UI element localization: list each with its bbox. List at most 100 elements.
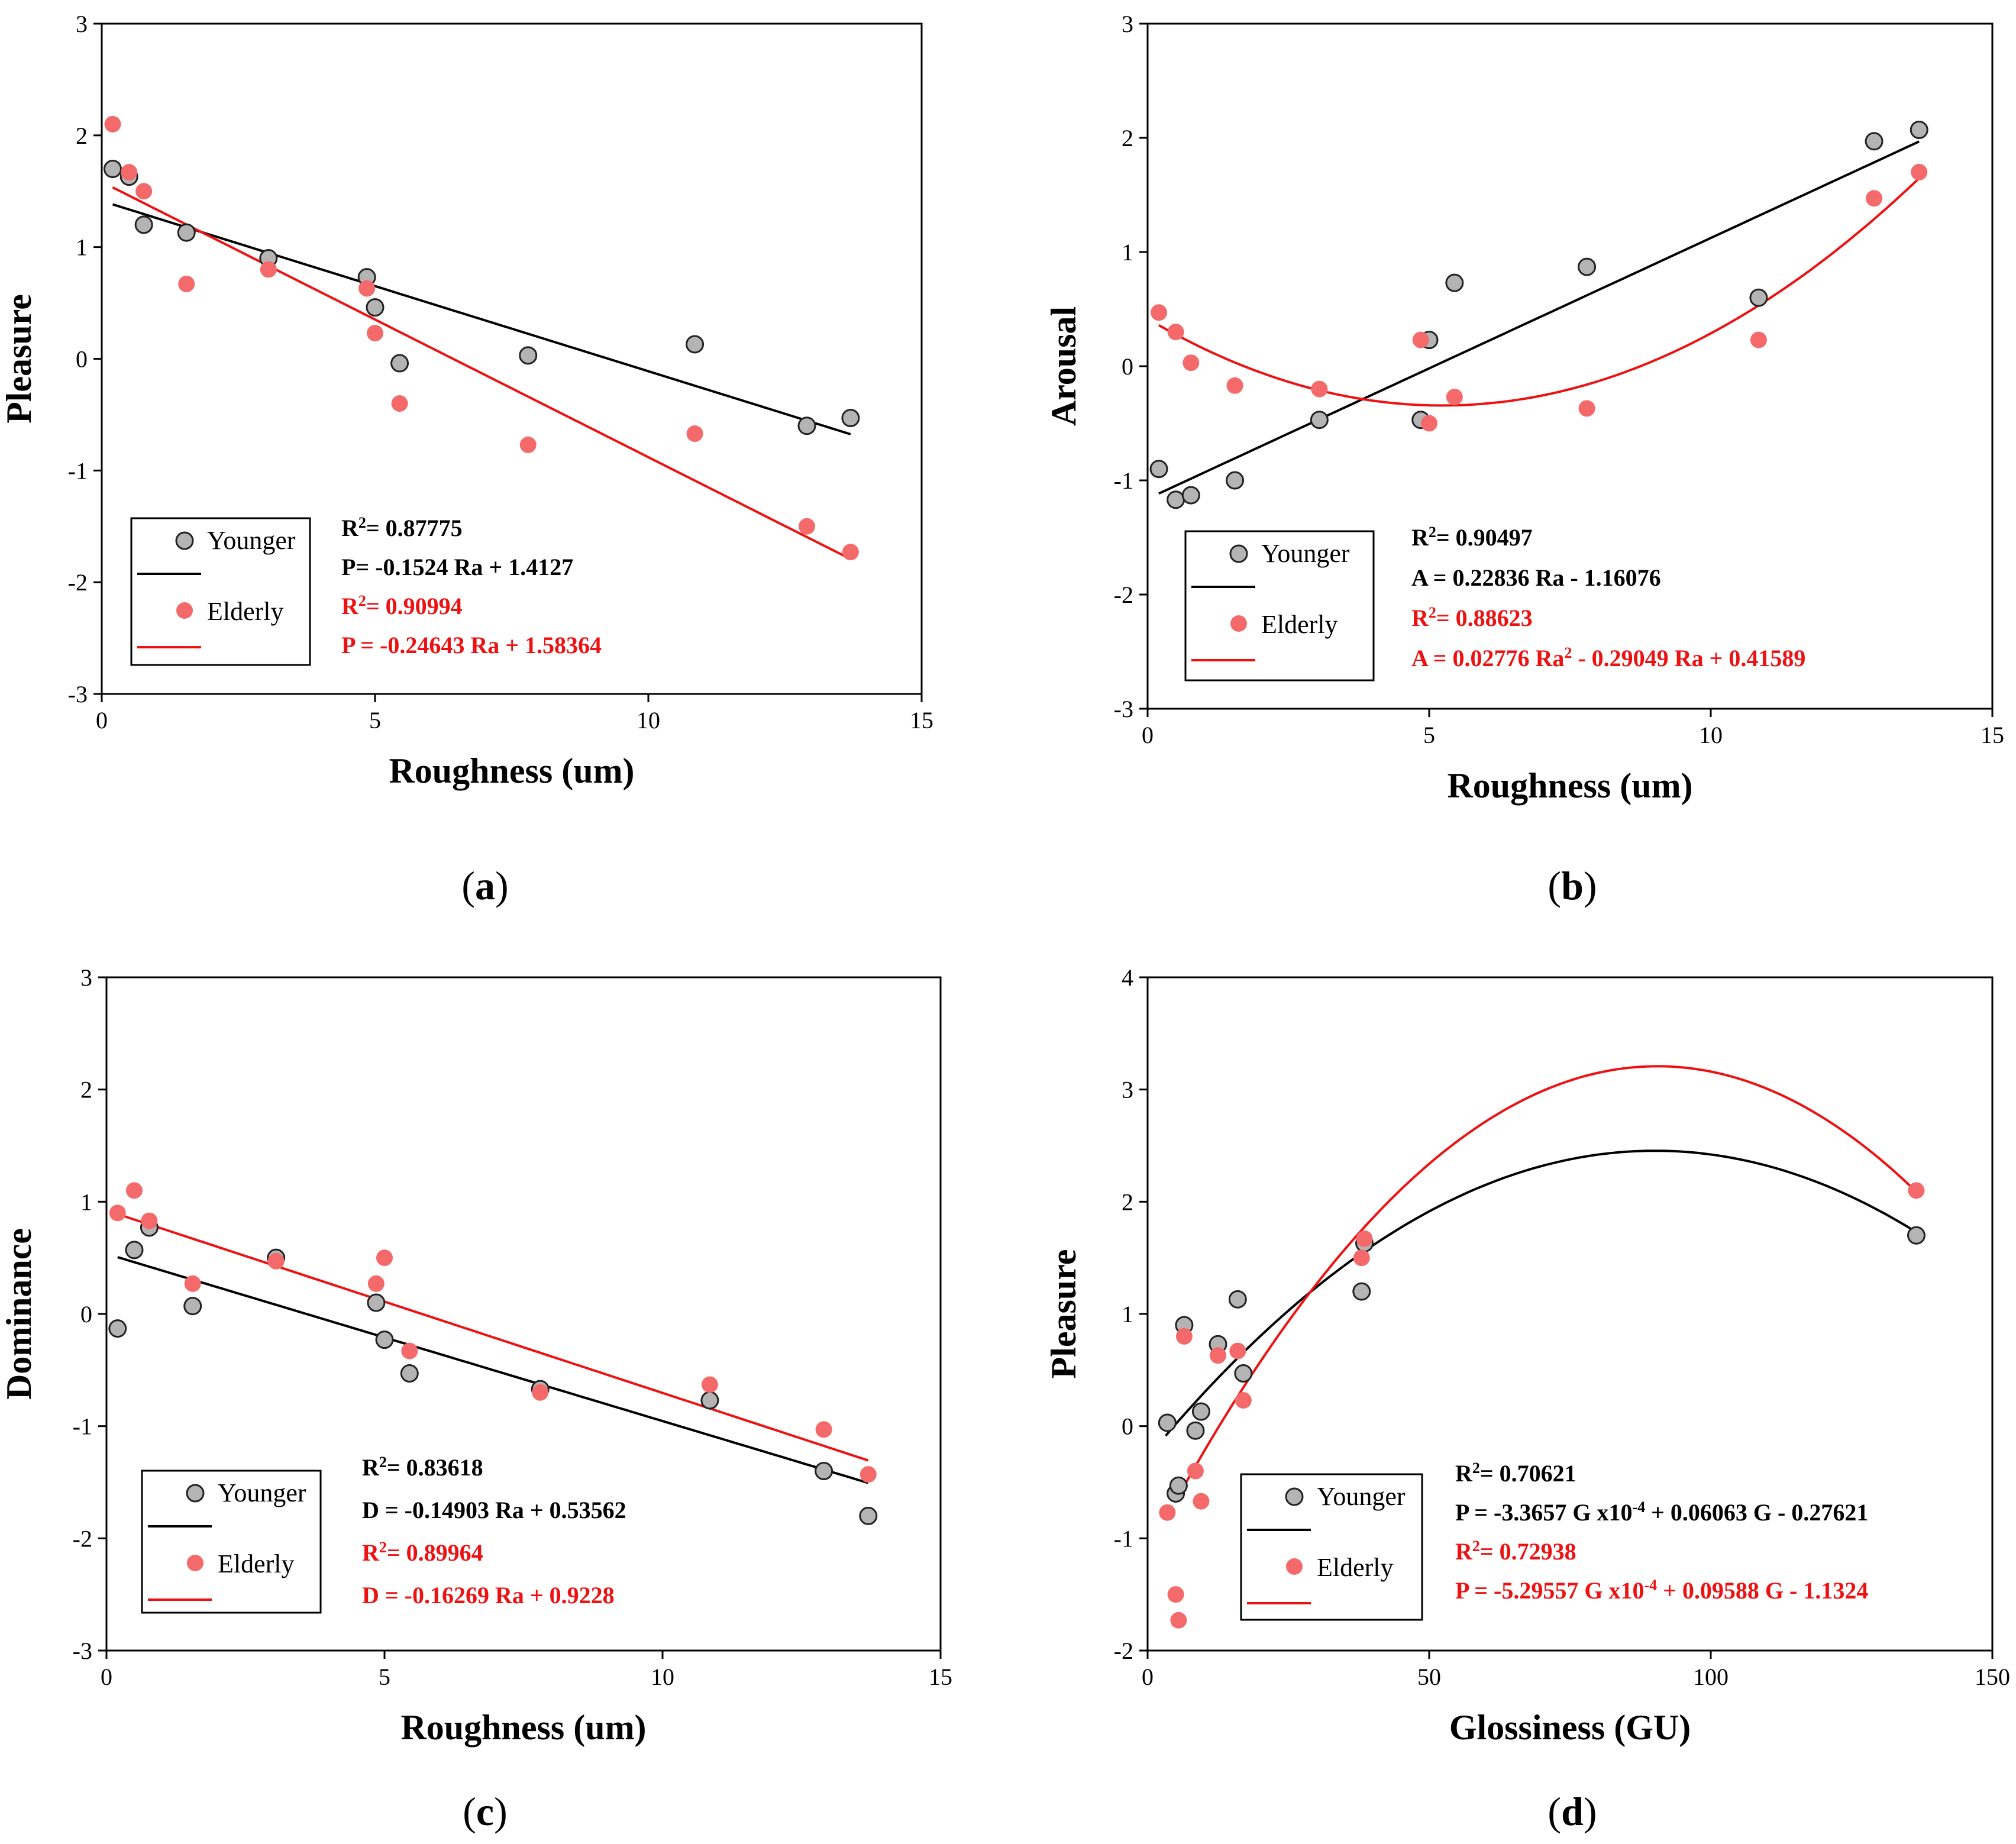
younger-data-point: [1149, 460, 1168, 479]
elderly-data-point: [126, 1182, 143, 1199]
elderly-data-point: [1210, 1347, 1226, 1364]
younger-data-point: [1234, 1364, 1253, 1383]
younger-stat-line: R2= 0.87775: [341, 514, 463, 542]
younger-data-point: [134, 215, 153, 234]
legend-elderly-marker: [1286, 1558, 1303, 1575]
elderly-data-point: [367, 325, 383, 342]
younger-data-point: [1228, 1290, 1247, 1309]
x-tick-label: 15: [1981, 722, 2004, 748]
legend-younger-marker: [186, 1484, 205, 1503]
legend-younger-label: Younger: [207, 526, 296, 555]
x-tick-label: 5: [379, 1664, 390, 1690]
younger-data-point: [686, 335, 705, 354]
younger-data-point: [797, 416, 816, 435]
y-tick-label: 0: [76, 346, 88, 373]
elderly-data-point: [1167, 324, 1184, 341]
younger-stat-line: R2= 0.70621: [1455, 1459, 1576, 1487]
younger-data-point: [1169, 1476, 1188, 1495]
younger-stat-line: R2= 0.90497: [1411, 524, 1533, 551]
x-tick-label: 5: [369, 707, 381, 734]
y-tick-label: -1: [68, 457, 88, 484]
y-tick-label: -2: [1114, 1638, 1133, 1664]
elderly-data-point: [109, 1204, 126, 1222]
elderly-data-point: [1193, 1493, 1210, 1510]
x-tick-label: 10: [1699, 722, 1723, 748]
legend-younger-marker: [1285, 1487, 1304, 1506]
younger-data-point: [1158, 1413, 1177, 1432]
x-tick-label: 100: [1693, 1664, 1729, 1690]
y-axis-title: Arousal: [1044, 306, 1083, 426]
elderly-data-point: [532, 1384, 549, 1401]
x-tick-label: 15: [929, 1664, 952, 1690]
x-tick-label: 10: [651, 1664, 674, 1690]
younger-data-point: [177, 223, 196, 242]
legend-elderly-marker: [176, 602, 193, 619]
legend-younger-marker: [1229, 544, 1248, 563]
legend-elderly-label: Elderly: [1261, 610, 1338, 639]
elderly-data-point: [1866, 190, 1883, 207]
elderly-data-point: [842, 544, 859, 561]
elderly-fit-line: [1158, 177, 1920, 407]
x-tick-label: 5: [1423, 722, 1435, 748]
y-tick-label: 4: [1122, 964, 1133, 991]
younger-fit-line: [1158, 140, 1920, 495]
younger-data-point: [108, 1319, 127, 1338]
panel-label: (d): [1547, 1789, 1597, 1834]
y-axis-title: Pleasure: [1044, 1249, 1083, 1379]
younger-data-point: [1749, 288, 1768, 307]
younger-fit-line: [117, 1256, 869, 1484]
elderly-data-point: [1226, 377, 1243, 394]
elderly-fit-line: [112, 186, 851, 560]
younger-data-point: [1181, 486, 1200, 505]
elderly-data-point: [815, 1421, 832, 1438]
elderly-fit-line: [117, 1213, 869, 1462]
x-tick-label: 150: [1975, 1664, 2010, 1690]
x-tick-label: 0: [101, 1664, 112, 1690]
younger-stat-line: A = 0.22836 Ra - 1.16076: [1411, 564, 1661, 591]
elderly-data-point: [358, 280, 376, 297]
y-axis-title: Pleasure: [0, 294, 38, 424]
legend-elderly-marker: [187, 1555, 203, 1571]
legend: Younger Elderly: [141, 1470, 322, 1614]
chart-panel-b: 0 5 10 15 -3 -2 -1 0 1 2 3 Roughness (um) Arousal You…: [1044, 11, 2004, 908]
chart-panel-a: 0 5 10 15 -3 -2 -1 0 1 2 3 Roughness (um) Pleasure Yo…: [0, 11, 933, 908]
y-tick-label: -1: [1114, 467, 1133, 494]
elderly-data-point: [1187, 1462, 1204, 1480]
elderly-data-point: [686, 425, 703, 443]
elderly-data-point: [135, 183, 153, 200]
elderly-data-point: [1578, 400, 1595, 417]
younger-data-point: [125, 1241, 144, 1260]
younger-data-point: [519, 346, 538, 365]
elderly-data-point: [178, 275, 195, 292]
elderly-data-point: [267, 1252, 285, 1270]
y-tick-label: 2: [76, 122, 88, 149]
x-tick-label: 10: [637, 707, 660, 734]
x-tick-label: 15: [910, 707, 933, 734]
younger-data-point: [1310, 411, 1329, 429]
panel-label: (c): [463, 1789, 508, 1834]
younger-data-point: [1578, 257, 1597, 276]
chart-panel-d: 0 50 100 150 -2 -1 0 1 2 3 4 Glossiness (GU) Pleasur…: [1044, 964, 2010, 1834]
legend-box: [1184, 530, 1375, 682]
elderly-data-point: [1167, 1586, 1184, 1603]
y-tick-label: -2: [73, 1525, 92, 1552]
elderly-data-point: [121, 164, 138, 181]
y-tick-label: -2: [68, 569, 88, 596]
younger-fit-line: [112, 203, 851, 435]
y-tick-label: 2: [80, 1077, 92, 1103]
elderly-data-point: [1446, 389, 1463, 406]
younger-data-point: [1910, 120, 1928, 139]
y-tick-label: -1: [1114, 1525, 1133, 1552]
legend: Younger Elderly: [130, 517, 311, 666]
y-tick-label: -2: [1114, 582, 1133, 608]
elderly-data-point: [1750, 331, 1767, 348]
elderly-data-point: [1421, 415, 1437, 432]
elderly-data-point: [367, 1275, 385, 1292]
y-axis-title: Dominance: [0, 1228, 38, 1400]
younger-data-point: [1445, 273, 1464, 292]
elderly-data-point: [519, 436, 537, 453]
elderly-data-point: [701, 1376, 718, 1393]
elderly-data-point: [104, 115, 121, 133]
x-axis-title: Glossiness (GU): [1449, 1708, 1691, 1747]
y-tick-label: 2: [1122, 1189, 1133, 1215]
